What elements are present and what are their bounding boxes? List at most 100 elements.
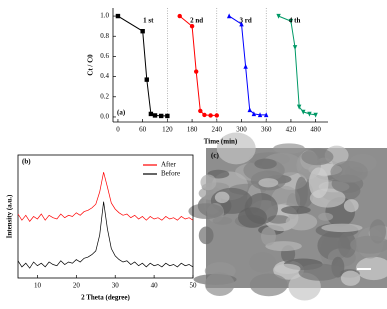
point <box>239 21 244 27</box>
x-tick-label: 0 <box>116 126 120 134</box>
sem-grain <box>200 174 217 191</box>
x-axis-label: 2 Theta (degree) <box>81 294 130 302</box>
sem-grain <box>198 226 214 245</box>
sem-grain <box>340 270 361 286</box>
x-tick-label: 20 <box>73 282 81 290</box>
x-tick-label: 300 <box>236 126 247 134</box>
plot-frame <box>17 154 194 279</box>
annotation: 3 rd <box>240 17 252 25</box>
y-tick-label: 0.2 <box>100 92 109 100</box>
sem-grain <box>308 167 329 199</box>
point <box>226 13 232 19</box>
point <box>198 108 203 114</box>
sem-grain <box>350 235 387 254</box>
point <box>165 113 170 119</box>
point <box>247 107 252 113</box>
x-tick-label: 60 <box>139 126 147 134</box>
sem-grain <box>343 199 359 213</box>
sem-grain <box>330 160 368 183</box>
sem-grain <box>285 213 318 231</box>
annotation: 1 st <box>143 17 154 25</box>
point <box>177 13 182 19</box>
series-line <box>179 15 217 116</box>
series-line <box>17 201 194 269</box>
sem-grain <box>258 178 279 188</box>
panel-label: (a) <box>117 109 126 117</box>
point <box>264 112 269 118</box>
sem-grain <box>254 158 277 169</box>
sem-grain <box>249 252 276 273</box>
y-tick-label: 0.4 <box>100 72 109 80</box>
point <box>243 63 248 69</box>
point <box>257 112 263 118</box>
sem-grain <box>321 223 363 233</box>
series-line <box>17 172 194 223</box>
sem-grain <box>212 216 233 225</box>
panel-label: (b) <box>22 158 31 166</box>
legend-label: After <box>161 161 176 169</box>
point <box>115 13 121 19</box>
point <box>140 29 145 34</box>
panel-label: (c) <box>211 152 219 160</box>
annotation: 2 nd <box>190 17 203 25</box>
point <box>301 109 306 115</box>
sem-grain <box>249 273 288 297</box>
sem-grain <box>188 203 224 219</box>
annotation: 4 th <box>289 17 301 25</box>
point <box>189 23 195 29</box>
x-tick-label: 30 <box>112 282 120 290</box>
sem-grain <box>298 263 341 281</box>
series-line <box>228 15 267 116</box>
y-tick-label: 1.0 <box>100 12 109 20</box>
y-axis-label: Intensity (a.u.) <box>6 194 14 238</box>
y-axis-label: Ct / C0 <box>87 54 95 76</box>
y-tick-label: 0.6 <box>100 52 109 60</box>
sem-grain <box>260 226 276 246</box>
x-tick-label: 50 <box>190 282 198 290</box>
x-tick-label: 420 <box>286 126 297 134</box>
sem-grain <box>295 176 308 208</box>
y-tick-label: 0.0 <box>100 113 109 121</box>
point <box>202 112 207 118</box>
point <box>158 113 164 119</box>
series-line <box>278 15 316 116</box>
scale-bar <box>357 268 371 270</box>
point <box>208 113 213 118</box>
x-tick-label: 10 <box>34 282 42 290</box>
sem-grain <box>214 191 230 204</box>
x-tick-label: 40 <box>151 282 159 290</box>
sem-grain <box>281 205 311 215</box>
point <box>214 113 219 118</box>
sem-grain <box>318 212 334 221</box>
point <box>313 112 318 118</box>
sem-image <box>188 132 387 301</box>
point <box>148 111 154 117</box>
sem-grain <box>301 148 334 166</box>
x-tick-label: 120 <box>162 126 173 134</box>
sem-grain <box>204 272 235 297</box>
sem-grain <box>216 132 256 165</box>
sem-grain <box>237 207 267 228</box>
point <box>251 111 257 117</box>
sem-grain <box>337 232 357 258</box>
point <box>152 113 158 118</box>
sem-grain <box>355 256 387 281</box>
sem-grain <box>273 143 305 154</box>
point <box>193 69 199 74</box>
point <box>296 104 302 110</box>
point <box>288 18 294 24</box>
x-tick-label: 180 <box>187 126 198 134</box>
x-tick-label: 480 <box>310 126 321 134</box>
sem-grain <box>274 263 301 274</box>
legend-label: Before <box>161 170 180 178</box>
point <box>276 13 281 19</box>
point <box>307 111 312 117</box>
sem-grain <box>265 241 302 252</box>
x-tick-label: 360 <box>261 126 272 134</box>
x-tick-label: 240 <box>212 126 223 134</box>
point <box>292 45 298 51</box>
point <box>144 77 149 82</box>
x-axis-label: Time (min) <box>204 138 238 146</box>
y-tick-label: 0.8 <box>100 32 109 40</box>
